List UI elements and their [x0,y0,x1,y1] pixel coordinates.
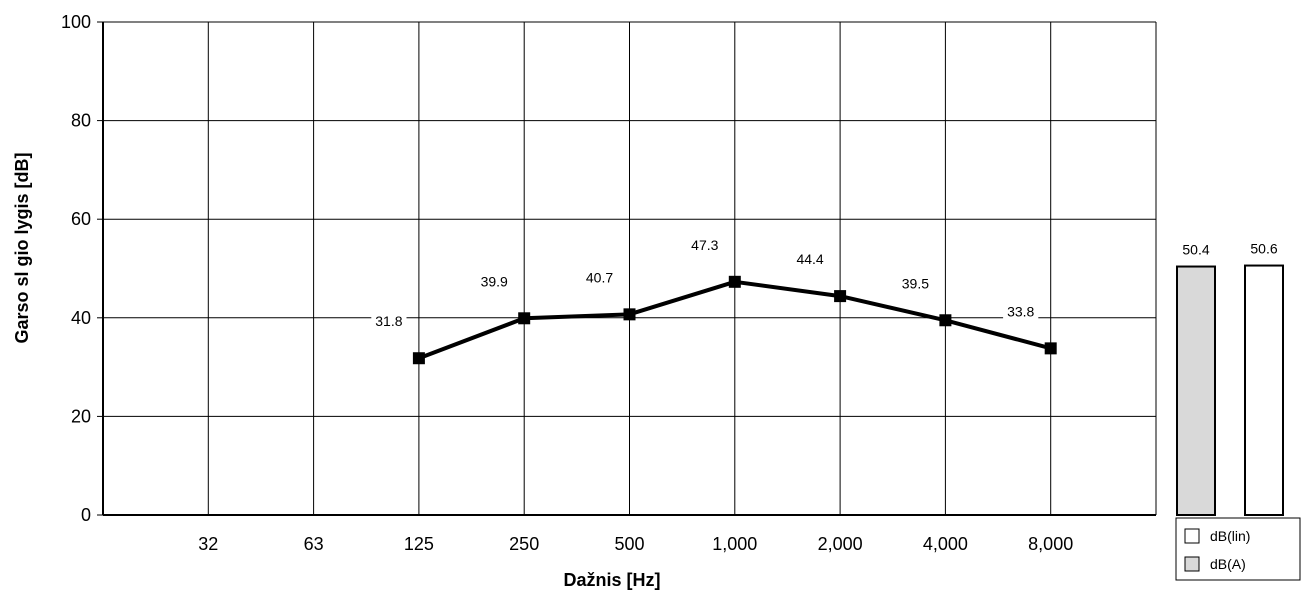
data-label-bg [687,235,723,254]
data-label: 33.8 [1007,303,1034,319]
data-label-bg [897,274,933,293]
x-tick-label: 32 [198,534,218,554]
y-tick-label: 100 [61,12,91,32]
summary-bar-label: 50.4 [1182,242,1209,258]
data-label: 39.5 [902,275,929,291]
summary-bar-label: 50.6 [1250,241,1277,257]
axes [97,21,1156,516]
y-tick-labels: 0 20 40 60 80 100 [61,12,91,525]
grid [103,21,1157,515]
data-point-marker [939,314,952,327]
y-tick-label: 40 [71,308,91,328]
x-tick-label: 250 [509,534,539,554]
data-label-bg [792,250,828,269]
data-label-bg [581,268,618,287]
data-label-bg [371,312,407,331]
y-tick-label: 80 [71,111,91,131]
data-label: 31.8 [375,313,402,329]
data-point-marker [412,352,425,365]
x-tick-label: 8,000 [1028,534,1073,554]
summary-bar [1244,264,1284,516]
data-label: 39.9 [481,273,508,289]
x-axis-title: Dažnis [Hz] [563,570,660,590]
x-tick-labels: 32 63 125 250 500 1,000 2,000 4,000 8,000 [198,534,1073,554]
x-tick-label: 500 [614,534,644,554]
legend-label: dB(A) [1210,556,1246,572]
x-tick-label: 63 [304,534,324,554]
x-tick-label: 125 [404,534,434,554]
x-tick-label: 2,000 [818,534,863,554]
legend-swatch [1184,556,1200,572]
data-labels: 31.8 39.9 40.7 47.3 44.4 39.5 33.8 [371,235,1039,331]
data-label-bg [476,272,512,291]
summary-bars: 50.4 50.6 [1176,241,1284,517]
x-tick-label: 1,000 [712,534,757,554]
y-tick-label: 20 [71,406,91,426]
y-tick-label: 0 [81,505,91,525]
line-series [412,275,1057,365]
legend-label: dB(lin) [1210,528,1250,544]
data-label-bg [1003,302,1039,321]
data-point-marker [1044,342,1057,355]
data-point-marker [518,312,531,325]
data-point-marker [728,275,741,288]
y-axis-title: Garso sl gio lygis [dB] [12,152,32,343]
data-label: 47.3 [691,237,718,253]
data-point-marker [834,290,847,303]
data-label: 40.7 [586,269,613,285]
data-point-marker [623,308,636,321]
legend-swatch [1184,528,1200,544]
summary-bar [1176,265,1216,517]
legend: dB(lin) dB(A) [1175,517,1301,581]
data-label: 44.4 [796,251,823,267]
y-tick-label: 60 [71,209,91,229]
x-tick-label: 4,000 [923,534,968,554]
